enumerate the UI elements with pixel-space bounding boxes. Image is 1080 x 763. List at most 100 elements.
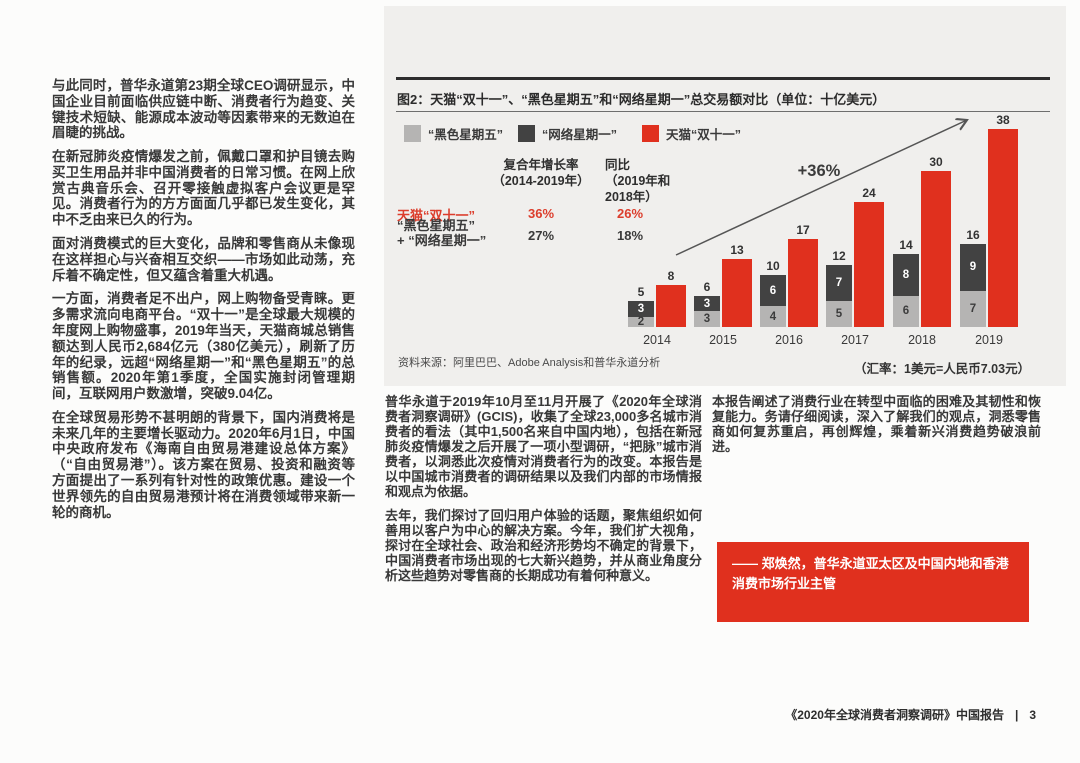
black-friday-swatch-icon (404, 125, 421, 142)
bar-group-2018: 14 8 6 30 2018 (893, 155, 951, 347)
segment-value: 3 (637, 302, 645, 315)
tmall-row-label: 天猫“双十一” (397, 208, 476, 223)
title-rule-bottom (396, 111, 1050, 112)
bar-group-2016: 10 6 4 17 2016 (760, 223, 818, 347)
chart-legend: “黑色星期五” “网络星期一” 天猫“双十一” (404, 124, 756, 143)
stack-total-label: 12 (832, 248, 846, 263)
cyber-monday-segment: 6 (760, 275, 786, 307)
tmall-double11-segment (788, 238, 818, 327)
growth-annotation: +36% (797, 162, 841, 180)
year-axis-label: 2015 (709, 333, 737, 347)
year-axis-label: 2014 (643, 333, 671, 347)
segment-value: 3 (703, 313, 711, 326)
tmall-double11-segment (854, 202, 884, 327)
bar-group-2014: 5 3 2 8 2014 (628, 269, 686, 347)
legend-item-black-friday: “黑色星期五” (404, 124, 503, 143)
stack-total-label: 6 (703, 279, 711, 294)
tmall-double11-bar: 8 (656, 269, 686, 327)
year-axis-label: 2017 (841, 333, 869, 347)
paragraph: 在全球贸易形势不甚明朗的背景下，国内消费将是未来几年的主要增长驱动力。2020年… (52, 409, 355, 520)
paragraph: 面对消费模式的巨大变化，品牌和零售商从未像现在这样担心与兴奋相互交织——市场如此… (52, 236, 355, 283)
black-friday-segment: 2 (628, 315, 654, 328)
quote-box: —— 郑焕然，普华永道亚太区及中国内地和香港消费市场行业主管 (717, 542, 1029, 622)
stack-total-label: 5 (637, 285, 645, 300)
cagr-column-header: 复合年增长率 （2014-2019年） (492, 158, 590, 188)
bar-group-2017: 12 7 5 24 2017 (826, 186, 884, 347)
tmall-yoy-value: 26% (617, 206, 644, 221)
tmall-double11-segment (722, 259, 752, 327)
tmall-double11-bar: 24 (854, 186, 884, 327)
cyber-monday-segment: 7 (826, 264, 852, 301)
year-axis-label: 2016 (775, 333, 803, 347)
segment-value: 4 (769, 310, 777, 323)
segment-value: 7 (969, 302, 977, 315)
year-axis-label: 2019 (975, 333, 1003, 347)
title-rule-top (396, 77, 1050, 80)
exchange-rate-note: （汇率：1美元=人民币7.03元） (854, 362, 1031, 376)
legend-label: “黑色星期五” (428, 128, 504, 142)
page-footer: 《2020年全球消费者洞察调研》中国报告 | 3 (785, 706, 1036, 723)
black-friday-segment: 5 (826, 301, 852, 327)
legend-label: 天猫“双十一” (666, 128, 742, 142)
bar-value-label: 30 (929, 155, 943, 169)
tmall-double11-segment (656, 285, 686, 327)
us-holidays-yoy-value: 18% (617, 228, 644, 243)
paragraph: 与此同时，普华永道第23期全球CEO调研显示，中国企业目前面临供应链中断、消费者… (52, 78, 355, 141)
footer-report-title: 《2020年全球消费者洞察调研》中国报告 (785, 708, 1004, 722)
stack-total-label: 16 (966, 227, 980, 242)
chart-panel: 图2：天猫“双十一”、“黑色星期五”和“网络星期一”总交易额对比（单位：十亿美元… (384, 6, 1066, 386)
segment-value: 2 (637, 315, 645, 328)
paragraph: 一方面，消费者足不出户，网上购物备受青睐。更多需求流向电商平台。“双十一”是全球… (52, 291, 355, 402)
footer-page-number: 3 (1029, 707, 1036, 722)
legend-label: “网络星期一” (542, 128, 618, 142)
stack-total-label: 14 (899, 238, 913, 253)
segment-value: 9 (969, 261, 977, 274)
black-friday-segment: 3 (694, 311, 720, 327)
bar-value-label: 38 (996, 113, 1010, 128)
footer-separator: | (1014, 707, 1019, 722)
stacked-bar: 6 3 3 (694, 280, 720, 327)
year-axis-label: 2018 (908, 333, 936, 347)
chart-title: 图2：天猫“双十一”、“黑色星期五”和“网络星期一”总交易额对比（单位：十亿美元… (397, 92, 886, 107)
black-friday-segment: 4 (760, 306, 786, 327)
bar-value-label: 8 (667, 269, 675, 284)
tmall-cagr-value: 36% (527, 206, 555, 221)
cyber-monday-segment: 3 (628, 301, 654, 317)
black-friday-segment: 7 (960, 290, 986, 327)
bar-group-2019: 16 9 7 38 2019 (960, 113, 1018, 347)
us-holidays-row-label: “黑色星期五” + “网络星期一” (397, 218, 487, 248)
tmall-double11-segment (988, 129, 1018, 327)
cyber-monday-segment: 8 (893, 254, 919, 296)
legend-item-tmall-double11: 天猫“双十一” (642, 124, 741, 143)
chart-source-note: 资料来源：阿里巴巴、Adobe Analysis和普华永道分析 (398, 357, 661, 369)
middle-text-column: 普华永道于2019年10月至11月开展了《2020年全球消费者洞察调研》(GCI… (385, 394, 702, 591)
segment-value: 8 (902, 269, 910, 282)
right-text-column: 本报告阐述了消费行业在转型中面临的困难及其韧性和恢复能力。务请仔细阅读，深入了解… (712, 394, 1041, 454)
black-friday-segment: 6 (893, 295, 919, 327)
segment-value: 6 (902, 305, 910, 318)
yoy-column-header: 同比 （2019年和 2018年） (605, 158, 671, 204)
tmall-double11-bar: 38 (988, 113, 1018, 327)
paragraph: 普华永道于2019年10月至11月开展了《2020年全球消费者洞察调研》(GCI… (385, 394, 702, 500)
tmall-double11-bar: 17 (788, 223, 818, 327)
bar-group-2015: 6 3 3 13 2015 (694, 243, 752, 347)
cyber-monday-swatch-icon (518, 125, 536, 142)
bar-value-label: 24 (862, 186, 876, 201)
tmall-double11-swatch-icon (642, 125, 660, 142)
tmall-double11-segment (921, 171, 951, 327)
bar-value-label: 17 (796, 222, 810, 237)
left-text-column: 与此同时，普华永道第23期全球CEO调研显示，中国企业目前面临供应链中断、消费者… (52, 78, 355, 528)
cyber-monday-segment: 9 (960, 243, 986, 291)
segment-value: 6 (769, 284, 777, 297)
tmall-double11-bar: 13 (722, 243, 752, 327)
us-holidays-cagr-value: 27% (527, 228, 555, 243)
bar-value-label: 13 (730, 243, 744, 258)
tmall-double11-bar: 30 (921, 155, 951, 327)
paragraph: 在新冠肺炎疫情爆发之前，佩戴口罩和护目镜去购买卫生用品并非中国消费者的日常习惯。… (52, 149, 355, 228)
paragraph: 本报告阐述了消费行业在转型中面临的困难及其韧性和恢复能力。务请仔细阅读，深入了解… (712, 394, 1041, 455)
stack-total-label: 10 (766, 259, 780, 274)
stacked-bar: 14 8 6 (893, 238, 919, 327)
legend-item-cyber-monday: “网络星期一” (518, 124, 617, 143)
